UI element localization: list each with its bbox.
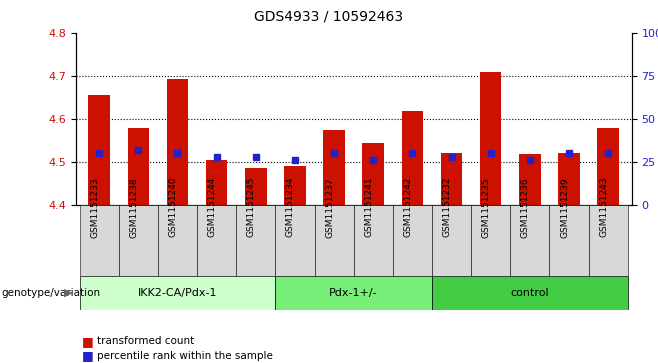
Text: GSM1151233: GSM1151233 xyxy=(90,177,99,237)
Bar xyxy=(284,166,306,205)
Bar xyxy=(589,205,628,276)
Text: genotype/variation: genotype/variation xyxy=(1,288,101,298)
Bar xyxy=(363,143,384,205)
Bar xyxy=(80,276,275,310)
Text: GSM1151239: GSM1151239 xyxy=(560,177,569,237)
Bar xyxy=(158,205,197,276)
Text: GSM1151232: GSM1151232 xyxy=(443,177,451,237)
Bar xyxy=(441,154,463,205)
Text: percentile rank within the sample: percentile rank within the sample xyxy=(97,351,273,361)
Text: transformed count: transformed count xyxy=(97,336,195,346)
Bar xyxy=(166,79,188,205)
Bar xyxy=(118,205,158,276)
Text: GSM1151236: GSM1151236 xyxy=(521,177,530,237)
Bar xyxy=(519,154,541,205)
Text: ▶: ▶ xyxy=(64,288,72,298)
Bar xyxy=(323,130,345,205)
Text: GSM1151242: GSM1151242 xyxy=(403,177,413,237)
Bar xyxy=(511,205,549,276)
Bar xyxy=(480,72,501,205)
Text: Pdx-1+/-: Pdx-1+/- xyxy=(330,288,378,298)
Bar xyxy=(275,276,432,310)
Bar xyxy=(558,154,580,205)
Text: ■: ■ xyxy=(82,349,94,362)
Text: GSM1151245: GSM1151245 xyxy=(247,177,256,237)
Text: GSM1151235: GSM1151235 xyxy=(482,177,491,237)
Text: GSM1151244: GSM1151244 xyxy=(208,177,216,237)
Text: GSM1151241: GSM1151241 xyxy=(365,177,373,237)
Bar xyxy=(80,205,118,276)
Bar xyxy=(275,205,315,276)
Bar xyxy=(549,205,589,276)
Text: ■: ■ xyxy=(82,335,94,348)
Bar xyxy=(88,95,110,205)
Text: GSM1151243: GSM1151243 xyxy=(599,177,608,237)
Text: GSM1151234: GSM1151234 xyxy=(286,177,295,237)
Bar xyxy=(597,129,619,205)
Text: GDS4933 / 10592463: GDS4933 / 10592463 xyxy=(255,9,403,23)
Bar xyxy=(393,205,432,276)
Bar xyxy=(245,168,266,205)
Bar xyxy=(401,111,423,205)
Bar xyxy=(315,205,354,276)
Bar xyxy=(236,205,275,276)
Bar xyxy=(206,160,228,205)
Bar xyxy=(197,205,236,276)
Bar xyxy=(128,129,149,205)
Bar xyxy=(432,276,628,310)
Bar xyxy=(354,205,393,276)
Bar xyxy=(471,205,511,276)
Text: GSM1151238: GSM1151238 xyxy=(130,177,138,237)
Text: GSM1151237: GSM1151237 xyxy=(325,177,334,237)
Text: IKK2-CA/Pdx-1: IKK2-CA/Pdx-1 xyxy=(138,288,217,298)
Bar xyxy=(432,205,471,276)
Text: control: control xyxy=(511,288,549,298)
Text: GSM1151240: GSM1151240 xyxy=(168,177,178,237)
